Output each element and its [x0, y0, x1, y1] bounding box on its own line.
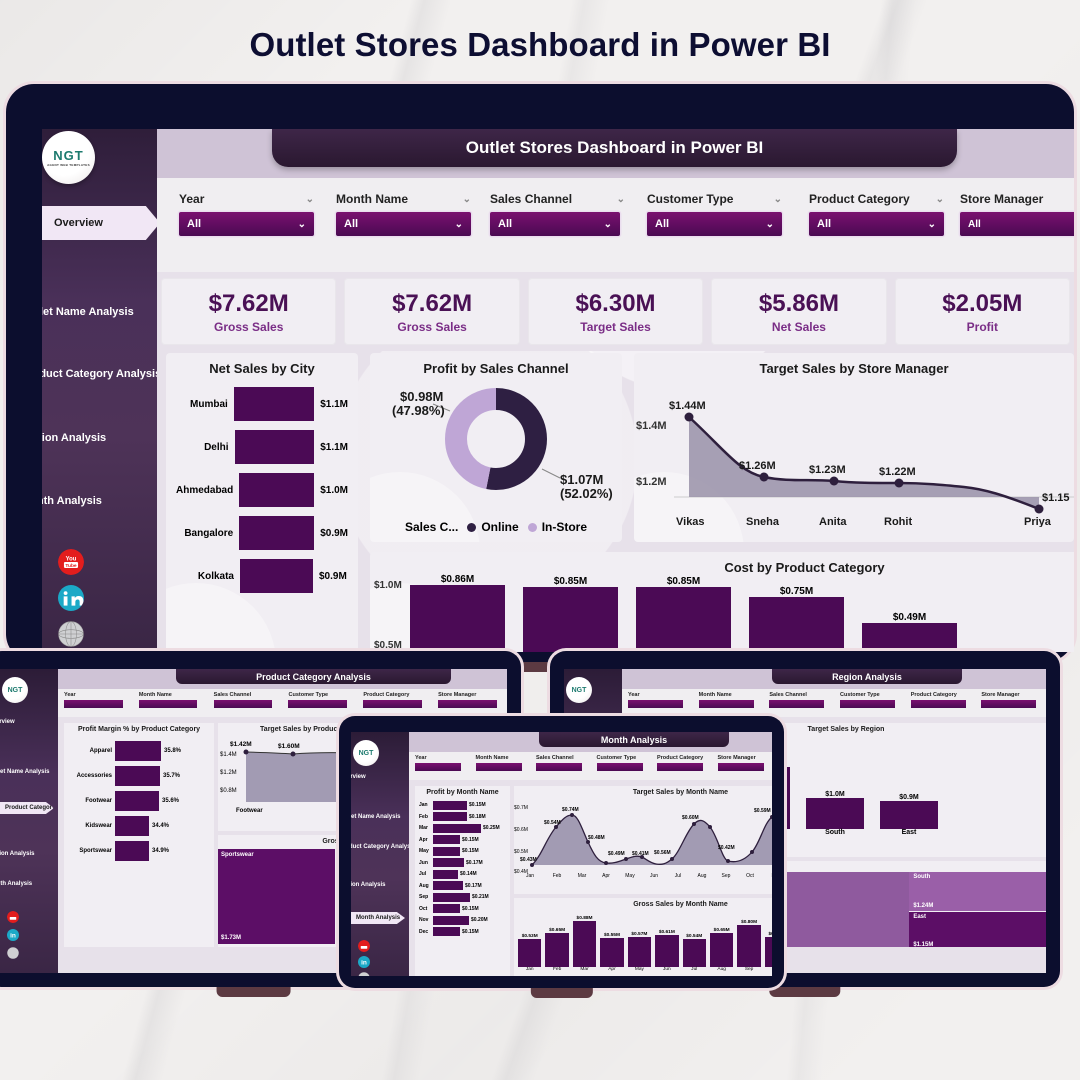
svg-text:Vikas: Vikas: [676, 516, 705, 527]
svg-text:$0.56M: $0.56M: [654, 850, 671, 856]
svg-text:$1.07M: $1.07M: [560, 472, 603, 487]
svg-text:Jan: Jan: [526, 873, 534, 879]
svg-text:$0.60M: $0.60M: [682, 815, 699, 821]
svg-text:Sneha: Sneha: [746, 516, 780, 527]
svg-text:Oct: Oct: [746, 873, 754, 879]
svg-text:in: in: [10, 932, 16, 939]
svg-text:$1.23M: $1.23M: [809, 464, 846, 476]
svg-text:Mar: Mar: [578, 873, 587, 879]
svg-text:$1.42M: $1.42M: [230, 741, 252, 748]
svg-text:Footwear: Footwear: [236, 808, 263, 814]
svg-text:Feb: Feb: [553, 873, 562, 879]
svg-text:$0.74M: $0.74M: [562, 807, 579, 813]
svg-text:Jun: Jun: [650, 873, 658, 879]
svg-text:$0.54M: $0.54M: [544, 820, 561, 826]
svg-text:in: in: [361, 959, 367, 966]
svg-text:$1.44M: $1.44M: [669, 400, 706, 412]
svg-text:(52.02%): (52.02%): [560, 486, 613, 501]
svg-text:$0.59M: $0.59M: [754, 808, 771, 814]
svg-text:Aug: Aug: [698, 873, 707, 879]
svg-text:$1.22M: $1.22M: [879, 466, 916, 478]
svg-text:$0.8M: $0.8M: [220, 788, 237, 794]
svg-text:Priya: Priya: [1024, 516, 1052, 527]
svg-text:$0.98M: $0.98M: [400, 389, 443, 404]
svg-text:You: You: [66, 556, 77, 562]
svg-text:Tube: Tube: [65, 563, 77, 569]
svg-text:$1.2M: $1.2M: [636, 476, 667, 488]
svg-text:$0.42M: $0.42M: [718, 845, 735, 851]
svg-text:$0.48M: $0.48M: [588, 835, 605, 841]
svg-text:Anita: Anita: [819, 516, 847, 527]
svg-text:(47.98%): (47.98%): [392, 403, 445, 418]
svg-text:$0.7M: $0.7M: [514, 805, 528, 811]
svg-text:$0.6M: $0.6M: [514, 827, 528, 833]
svg-text:$0.49M: $0.49M: [608, 851, 625, 857]
svg-text:$1.4M: $1.4M: [220, 752, 237, 758]
svg-text:Apr: Apr: [602, 873, 610, 879]
svg-text:$1.26M: $1.26M: [739, 460, 776, 472]
svg-text:May: May: [625, 873, 635, 879]
svg-text:Sep: Sep: [722, 873, 731, 879]
svg-text:$1.4M: $1.4M: [636, 420, 667, 432]
svg-text:$1.15: $1.15: [1042, 492, 1070, 504]
svg-text:$0.41M: $0.41M: [632, 851, 649, 857]
svg-text:Jul: Jul: [675, 873, 681, 879]
svg-text:$0.43M: $0.43M: [520, 857, 537, 863]
svg-text:Rohit: Rohit: [884, 516, 912, 527]
svg-text:$1.2M: $1.2M: [220, 770, 237, 776]
svg-text:$1.60M: $1.60M: [278, 743, 300, 750]
svg-text:$0.5M: $0.5M: [514, 849, 528, 855]
